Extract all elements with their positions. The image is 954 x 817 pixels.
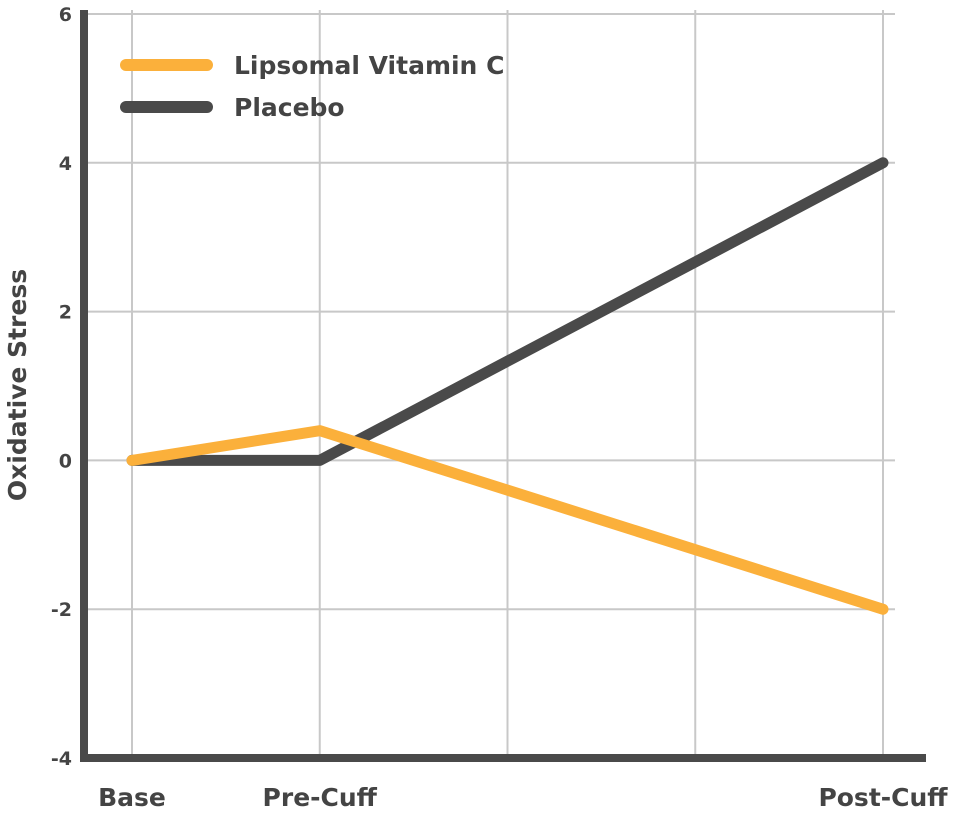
axes <box>80 10 926 762</box>
series-line <box>126 157 889 466</box>
legend: Lipsomal Vitamin C Placebo <box>120 51 504 122</box>
series-line <box>126 425 889 615</box>
y-tick-label: 6 <box>59 4 72 26</box>
y-tick-label: 0 <box>59 450 72 472</box>
series-lines <box>126 157 889 615</box>
y-tick-label: -2 <box>51 599 72 621</box>
y-tick-label: -4 <box>51 748 72 770</box>
y-tick-label: 4 <box>59 153 72 175</box>
y-axis-title: Oxidative Stress <box>3 269 32 501</box>
y-tick-labels: -4 -2 0 2 4 6 <box>51 4 72 770</box>
legend-label: Lipsomal Vitamin C <box>234 51 504 80</box>
x-tick-label: Pre-Cuff <box>263 783 378 812</box>
x-tick-label: Base <box>98 783 166 812</box>
legend-label: Placebo <box>234 93 345 122</box>
grid-lines <box>84 10 895 759</box>
x-tick-labels: Base Pre-Cuff Post-Cuff <box>98 783 948 812</box>
x-tick-label: Post-Cuff <box>818 783 948 812</box>
y-tick-label: 2 <box>59 302 72 324</box>
